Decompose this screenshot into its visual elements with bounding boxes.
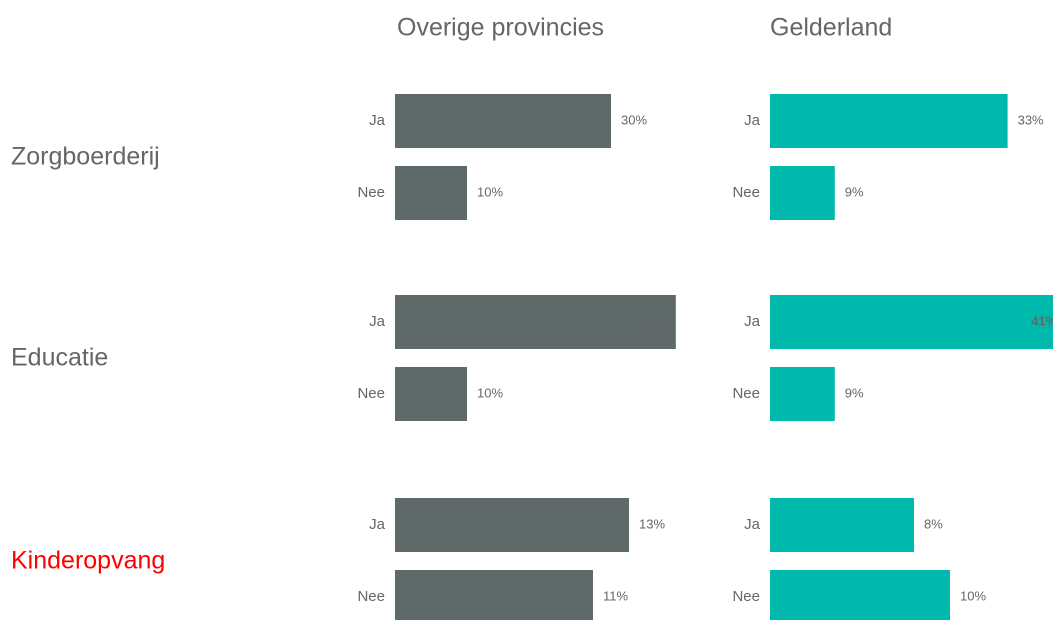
value-label: 9% (845, 385, 864, 400)
value-label: 39% (642, 313, 668, 328)
bar (395, 367, 467, 421)
category-label: Ja (369, 516, 386, 533)
bar (770, 367, 835, 421)
category-label: Ja (369, 313, 386, 330)
value-label: 10% (960, 588, 986, 603)
value-label: 11% (603, 588, 628, 603)
bar (770, 166, 835, 220)
category-label: Nee (357, 184, 385, 201)
group-label: Zorgboerderij (11, 143, 160, 171)
category-label: Ja (744, 516, 761, 533)
bar (395, 295, 676, 349)
bar (770, 295, 1053, 349)
category-label: Nee (357, 588, 385, 605)
value-label: 10% (477, 184, 503, 199)
category-label: Ja (744, 112, 761, 129)
bar (770, 498, 914, 552)
value-label: 8% (924, 516, 943, 531)
value-label: 10% (477, 385, 503, 400)
value-label: 33% (1018, 112, 1044, 127)
category-label: Nee (357, 385, 385, 402)
value-label: 30% (621, 112, 647, 127)
category-label: Nee (732, 588, 760, 605)
bar (395, 570, 593, 620)
category-label: Nee (732, 184, 760, 201)
value-label: 13% (639, 516, 665, 531)
category-label: Ja (369, 112, 386, 129)
bar (395, 166, 467, 220)
category-label: Ja (744, 313, 761, 330)
group-label: Educatie (11, 344, 108, 372)
panel-title: Overige provincies (397, 14, 604, 42)
bar (395, 94, 611, 148)
bar (395, 498, 629, 552)
category-label: Nee (732, 385, 760, 402)
bar (770, 570, 950, 620)
panel-title: Gelderland (770, 14, 892, 42)
bar (770, 94, 1008, 148)
value-label: 9% (845, 184, 864, 199)
value-label: 41% (1031, 313, 1053, 328)
group-label: Kinderopvang (11, 547, 165, 575)
